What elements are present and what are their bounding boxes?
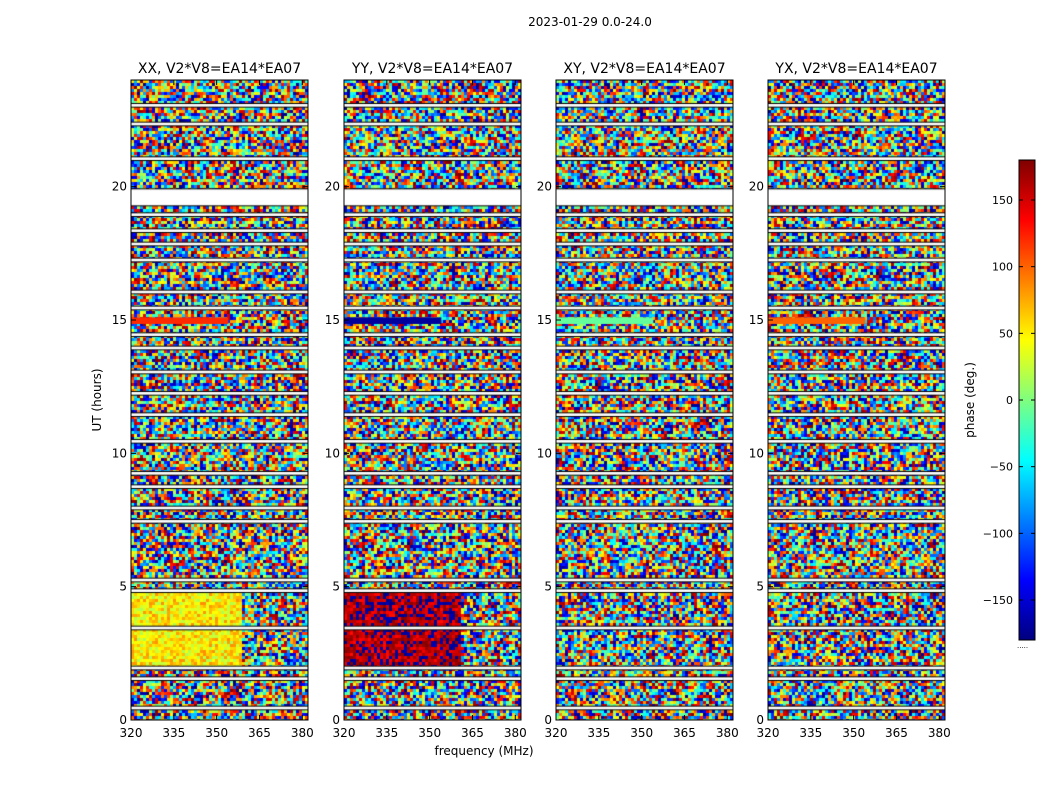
x-tick-label: 335 bbox=[799, 726, 822, 740]
panel-2: YY, V2*V8=EA14*EA07 0 5 10 15 20 320 335 350 365 3… bbox=[325, 61, 527, 740]
x-tick-label: 350 bbox=[418, 726, 441, 740]
x-tick-label: 335 bbox=[162, 726, 185, 740]
y-tick-label: 15 bbox=[537, 313, 552, 327]
y-tick-label: 5 bbox=[756, 580, 764, 594]
colorbar: −150 −100 −50 0 50 100 150 phase (deg.) ..... bbox=[963, 159, 1036, 650]
x-tick-label: 350 bbox=[842, 726, 865, 740]
colorbar-tick-label: −50 bbox=[990, 461, 1013, 474]
panel-frame bbox=[767, 79, 946, 721]
panel-1: XX, V2*V8=EA14*EA07 0 5 10 15 20 320 335 350 365 3… bbox=[112, 61, 314, 740]
y-tick-label: 10 bbox=[325, 446, 340, 460]
x-tick-label: 335 bbox=[375, 726, 398, 740]
x-tick-label: 365 bbox=[673, 726, 696, 740]
panel-title: YX, V2*V8=EA14*EA07 bbox=[774, 61, 937, 77]
x-axis-label: frequency (MHz) bbox=[434, 744, 533, 758]
panel-heatmap bbox=[768, 80, 945, 720]
x-tick-label: 380 bbox=[291, 726, 314, 740]
panel-frame bbox=[343, 79, 522, 721]
y-tick-label: 0 bbox=[544, 713, 552, 727]
x-tick-label: 365 bbox=[461, 726, 484, 740]
y-tick-label: 20 bbox=[112, 180, 127, 194]
colorbar-tick-label: −150 bbox=[983, 594, 1013, 607]
y-tick-label: 10 bbox=[749, 446, 764, 460]
y-tick-label: 5 bbox=[119, 580, 127, 594]
x-tick-label: 350 bbox=[205, 726, 228, 740]
colorbar-tick-label: 0 bbox=[1006, 394, 1013, 407]
x-tick-label: 380 bbox=[716, 726, 739, 740]
y-tick-label: 0 bbox=[119, 713, 127, 727]
x-tick-label: 365 bbox=[885, 726, 908, 740]
panel-heatmap bbox=[556, 80, 733, 720]
colorbar-tick-label: −100 bbox=[983, 527, 1013, 540]
panel-frame bbox=[130, 79, 309, 721]
y-tick-label: 10 bbox=[537, 446, 552, 460]
x-tick-label: 320 bbox=[333, 726, 356, 740]
y-tick-label: 15 bbox=[325, 313, 340, 327]
panel-title: XX, V2*V8=EA14*EA07 bbox=[138, 61, 301, 77]
y-tick-label: 20 bbox=[325, 180, 340, 194]
x-tick-label: 335 bbox=[587, 726, 610, 740]
colorbar-tick-label: 100 bbox=[992, 261, 1013, 274]
panel-4: YX, V2*V8=EA14*EA07 0 5 10 15 20 320 335 350 365 3… bbox=[749, 61, 951, 740]
panel-title: YY, V2*V8=EA14*EA07 bbox=[351, 61, 513, 77]
y-tick-label: 10 bbox=[112, 446, 127, 460]
y-tick-label: 0 bbox=[756, 713, 764, 727]
y-axis-label: UT (hours) bbox=[90, 368, 104, 431]
y-tick-label: 5 bbox=[544, 580, 552, 594]
panel-3: XY, V2*V8=EA14*EA07 0 5 10 15 20 320 335 350 365 3… bbox=[537, 61, 739, 740]
x-tick-label: 380 bbox=[928, 726, 951, 740]
colorbar-label: phase (deg.) bbox=[963, 362, 977, 438]
y-tick-label: 20 bbox=[749, 180, 764, 194]
y-tick-label: 0 bbox=[332, 713, 340, 727]
y-tick-label: 15 bbox=[749, 313, 764, 327]
colorbar-tick-label: 50 bbox=[999, 327, 1013, 340]
panel-heatmap bbox=[131, 80, 308, 720]
y-tick-label: 15 bbox=[112, 313, 127, 327]
x-tick-label: 320 bbox=[757, 726, 780, 740]
panel-heatmap bbox=[344, 80, 521, 720]
y-tick-label: 5 bbox=[332, 580, 340, 594]
figure-title: 2023-01-29 0.0-24.0 bbox=[528, 15, 652, 29]
x-tick-label: 380 bbox=[504, 726, 527, 740]
y-tick-label: 20 bbox=[537, 180, 552, 194]
colorbar-tick-label: 150 bbox=[992, 194, 1013, 207]
x-tick-label: 320 bbox=[545, 726, 568, 740]
panel-frame bbox=[555, 79, 734, 721]
colorbar-footnote: ..... bbox=[1017, 642, 1028, 650]
x-tick-label: 320 bbox=[120, 726, 143, 740]
x-tick-label: 350 bbox=[630, 726, 653, 740]
panel-title: XY, V2*V8=EA14*EA07 bbox=[563, 61, 725, 77]
x-tick-label: 365 bbox=[248, 726, 271, 740]
